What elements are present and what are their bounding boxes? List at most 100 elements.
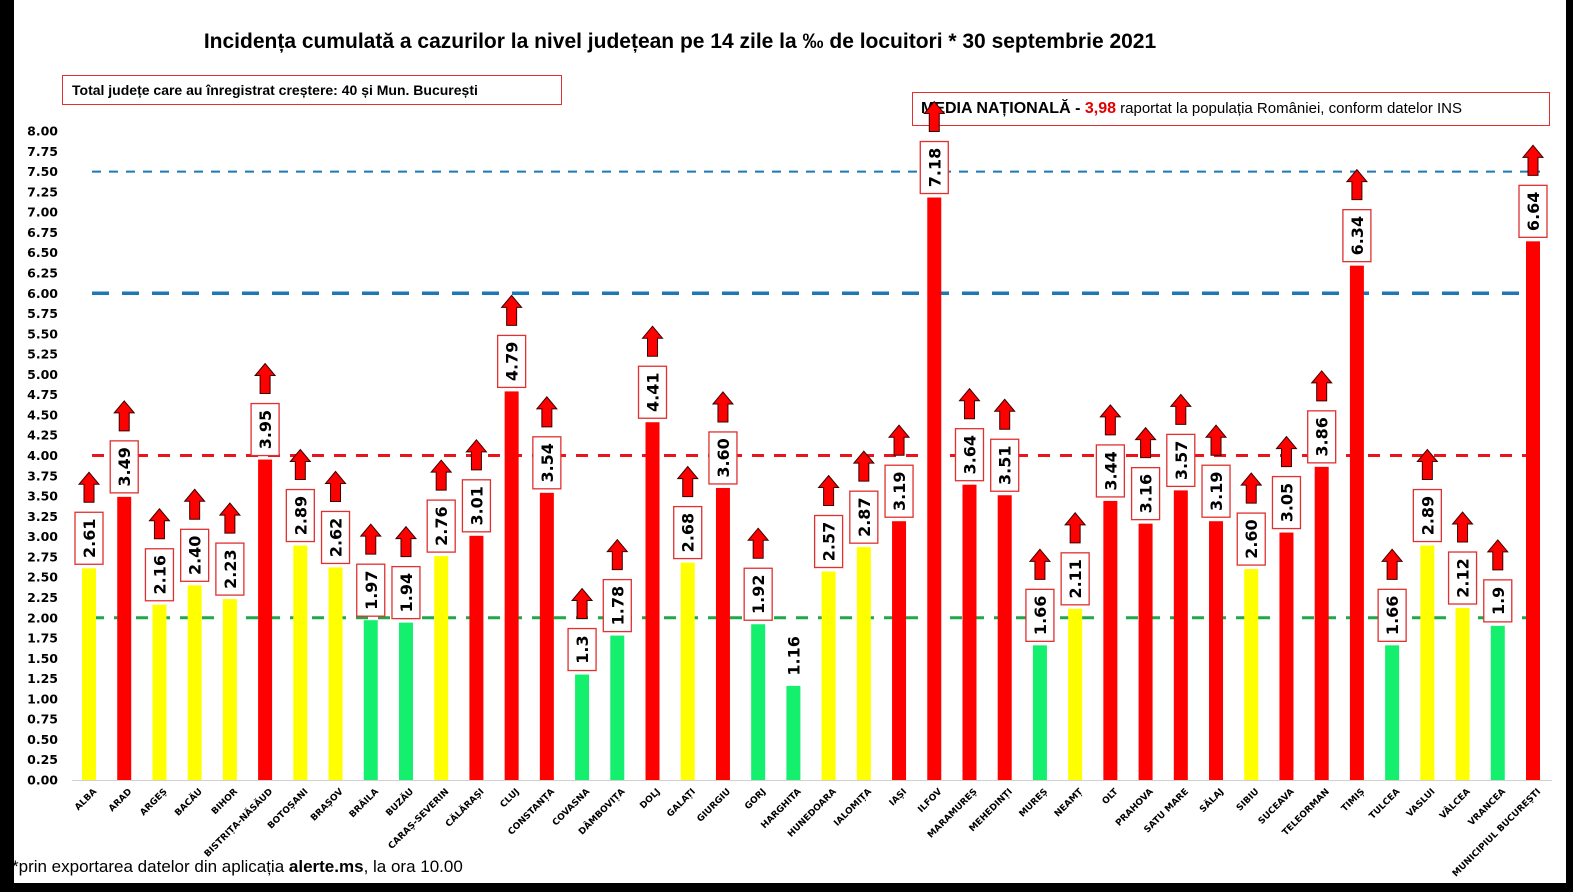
- data-label: 3.60: [708, 431, 738, 485]
- data-label-text: 1.97: [362, 570, 381, 609]
- x-tick-label: VÂLCEA: [1437, 786, 1473, 822]
- data-label: 1.66: [1025, 588, 1055, 642]
- y-tick-label: 5.00: [27, 367, 58, 382]
- data-label-box: [215, 542, 245, 596]
- data-label-box: [426, 499, 456, 553]
- bar: [821, 571, 836, 780]
- bar: [1314, 466, 1329, 780]
- data-label-text: 1.66: [1383, 596, 1402, 635]
- increase-arrow-icon: [958, 387, 981, 420]
- y-tick-label: 6.00: [27, 286, 58, 301]
- data-label-box: [708, 431, 738, 485]
- data-label-text: 2.61: [80, 519, 99, 558]
- data-label-box: [1236, 512, 1266, 566]
- bar: [610, 635, 625, 780]
- data-label-text: 3.86: [1313, 417, 1332, 456]
- bar: [187, 585, 202, 780]
- data-label: 3.01: [461, 479, 492, 533]
- data-label-box: [1025, 588, 1055, 642]
- bar: [1279, 532, 1294, 780]
- y-tick-label: 4.75: [27, 387, 58, 402]
- data-label-text: 3.49: [115, 447, 134, 486]
- data-label-text: 2.57: [820, 522, 839, 561]
- y-axis: 0.00 0.25 0.50 0.75 1.00 1.25 1.50 1.75 2.00 2.25…: [27, 124, 1552, 788]
- data-label: 2.60: [1236, 512, 1266, 566]
- data-label: 1.16: [784, 636, 803, 675]
- data-label-text: 3.01: [467, 486, 486, 525]
- data-label-box: [109, 440, 139, 494]
- x-tick-label: BUZĂU: [383, 786, 416, 819]
- y-tick-label: 1.25: [27, 671, 58, 686]
- data-label: 3.19: [884, 464, 914, 518]
- y-tick-label: 5.25: [27, 347, 58, 362]
- y-tick-label: 2.25: [27, 590, 58, 605]
- data-label-text: 1.94: [397, 573, 416, 612]
- increase-arrow-icon: [993, 398, 1016, 430]
- data-label-box: [1271, 475, 1302, 530]
- y-tick-label: 6.25: [27, 265, 58, 280]
- data-label: 1.92: [743, 567, 773, 621]
- y-tick-label: 5.50: [27, 326, 58, 341]
- data-label: 6.34: [1342, 209, 1372, 263]
- data-label: 3.86: [1307, 410, 1337, 464]
- bar: [645, 422, 660, 780]
- x-tick-label: CARAȘ-SEVERIN: [387, 787, 452, 852]
- data-label-box: [1377, 588, 1407, 642]
- data-label-text: 6.34: [1348, 216, 1367, 255]
- bar: [434, 556, 449, 780]
- increase-arrow-icon: [359, 523, 382, 555]
- data-label: 3.49: [109, 440, 139, 494]
- increase-arrow-icon: [1134, 426, 1157, 459]
- x-tick-label: SIBIU: [1235, 787, 1261, 813]
- data-label-text: 3.60: [714, 438, 733, 477]
- increase-arrow-icon: [676, 465, 699, 498]
- y-tick-label: 7.25: [27, 184, 58, 199]
- increase-arrow-icon: [77, 471, 101, 503]
- data-label-box: [637, 365, 668, 419]
- bar: [258, 459, 273, 780]
- bar: [680, 562, 695, 780]
- data-label: 3.95: [250, 402, 280, 457]
- x-tick-label: BRAȘOV: [309, 787, 346, 824]
- bar: [997, 495, 1012, 780]
- data-labels: 2.613.492.16 2.40 2.233.952.892.621.97 1.94…: [74, 140, 1548, 676]
- data-label: 3.54: [532, 436, 562, 490]
- bar: [469, 535, 484, 780]
- x-tick-label: BACĂU: [172, 786, 205, 819]
- data-label-text: 2.16: [150, 555, 169, 594]
- data-label-text: 2.62: [327, 518, 346, 557]
- y-tick-label: 8.00: [27, 124, 58, 139]
- increase-arrow-icon: [747, 527, 770, 559]
- increase-arrow-icon: [500, 294, 523, 326]
- bar: [222, 599, 237, 780]
- data-label-box: [180, 528, 210, 582]
- national-average-dash: -: [1070, 100, 1085, 117]
- bar: [856, 547, 871, 780]
- x-tick-label: ALBA: [73, 787, 99, 813]
- data-label-text: 2.89: [291, 496, 310, 535]
- y-tick-label: 0.50: [27, 732, 58, 747]
- increase-arrow-icon: [430, 459, 453, 491]
- increase-arrow-icon: [183, 488, 206, 520]
- data-label: 3.05: [1271, 475, 1302, 530]
- data-label-box: [1412, 488, 1442, 543]
- data-label-text: 6.64: [1524, 192, 1543, 231]
- data-label-box: [74, 511, 104, 565]
- data-label: 2.87: [849, 490, 879, 544]
- data-label-text: 3.05: [1277, 483, 1296, 522]
- data-label-box: [1447, 551, 1478, 605]
- data-label-text: 3.54: [538, 443, 557, 482]
- bar: [1385, 645, 1400, 780]
- x-tick-label: DOLJ: [638, 787, 662, 811]
- data-label: 4.79: [496, 334, 527, 389]
- data-label: 1.94: [391, 565, 421, 620]
- data-label-box: [1342, 209, 1372, 263]
- increase-arrow-icon: [218, 502, 241, 534]
- y-tick-label: 3.75: [27, 468, 58, 483]
- data-label-box: [320, 510, 351, 565]
- bar: [892, 521, 907, 780]
- y-tick-label: 0.25: [27, 752, 58, 767]
- data-label: 3.19: [1201, 464, 1231, 518]
- data-label: 1.66: [1377, 588, 1407, 642]
